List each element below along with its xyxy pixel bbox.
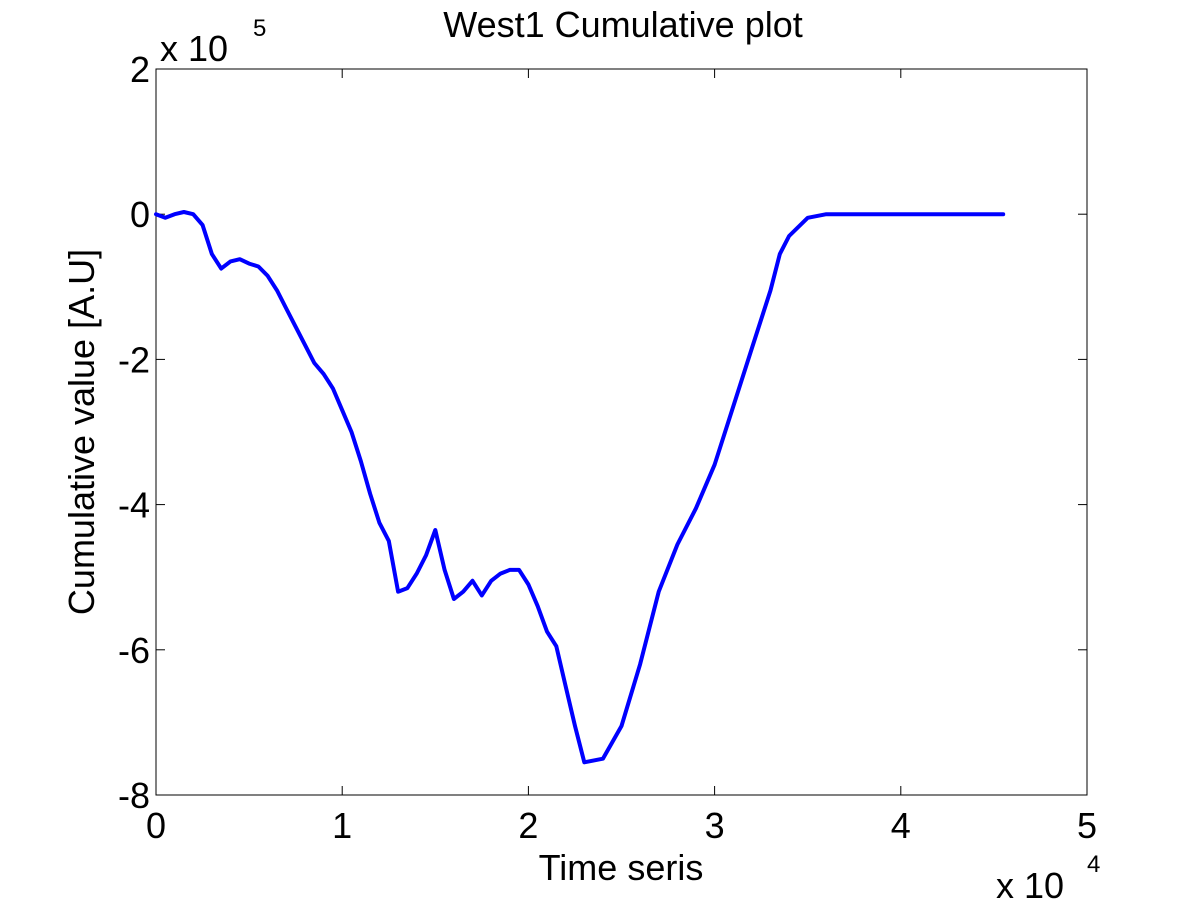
y-tick-label: -2 bbox=[118, 339, 150, 380]
x-multiplier-exponent: 4 bbox=[1087, 851, 1100, 878]
y-tick-label: -4 bbox=[118, 485, 150, 526]
x-tick-label: 3 bbox=[705, 805, 725, 846]
x-multiplier-base: x 10 bbox=[996, 865, 1064, 901]
x-tick-label: 4 bbox=[891, 805, 911, 846]
y-axis-label: Cumulative value [A.U] bbox=[61, 249, 102, 615]
x-tick-label: 2 bbox=[518, 805, 538, 846]
y-multiplier-base: x 10 bbox=[160, 28, 228, 69]
plot-area bbox=[155, 68, 1088, 796]
x-axis-multiplier: x 10 4 bbox=[996, 851, 1100, 901]
series-layer bbox=[154, 210, 1006, 765]
x-tick-label: 0 bbox=[146, 805, 166, 846]
y-axis: -8 -6 -4 -2 0 2 bbox=[118, 49, 1087, 816]
chart-title: West1 Cumulative plot bbox=[443, 4, 803, 45]
y-tick-label: -8 bbox=[118, 775, 150, 816]
x-tick-label: 5 bbox=[1077, 805, 1097, 846]
y-multiplier-exponent: 5 bbox=[253, 15, 266, 42]
x-axis-label: Time seris bbox=[539, 847, 704, 888]
y-tick-label: 0 bbox=[130, 194, 150, 235]
y-tick-label: 2 bbox=[130, 49, 150, 90]
x-axis: 0 1 2 3 4 5 bbox=[146, 69, 1097, 846]
series-line bbox=[154, 210, 1006, 765]
y-tick-label: -6 bbox=[118, 630, 150, 671]
x-tick-label: 1 bbox=[332, 805, 352, 846]
y-axis-multiplier: x 10 5 bbox=[160, 15, 266, 69]
